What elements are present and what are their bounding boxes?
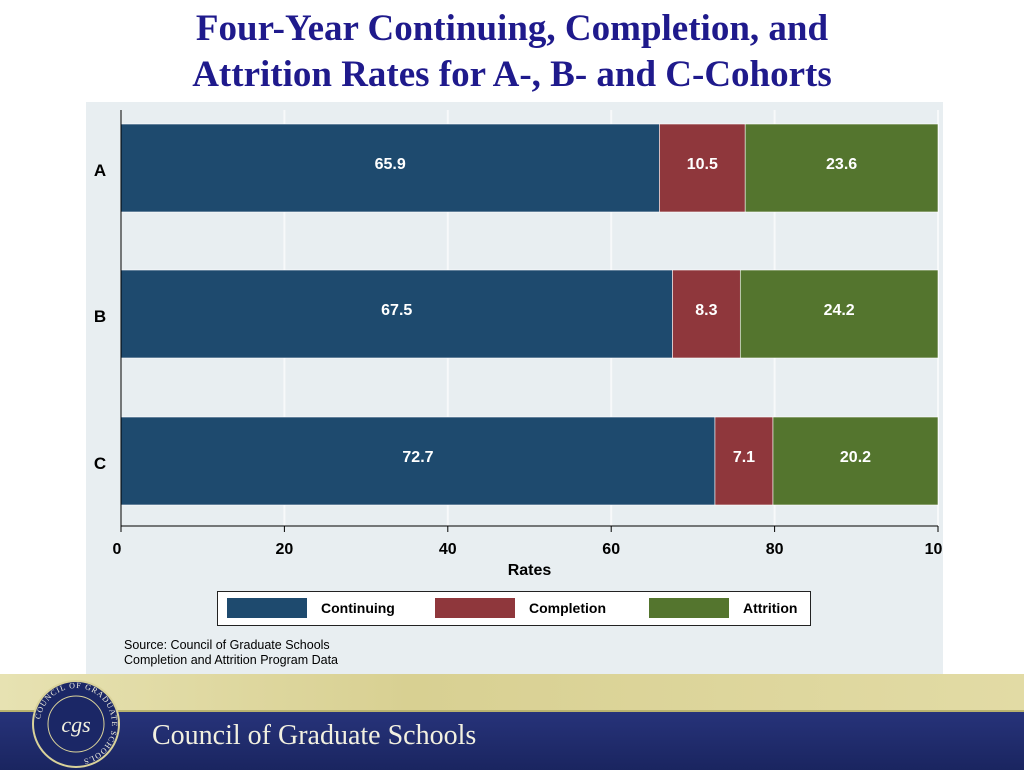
axes: A B C 0 20 40 60 80 100	[94, 110, 943, 558]
bars: 65.9 10.5 23.6 67.5 8.3 24.2 72.7 7.1 20.2	[120, 123, 939, 506]
source-line-2: Completion and Attrition Program Data	[124, 653, 338, 667]
x-tick-label-100: 100	[925, 541, 943, 558]
legend-label-continuing: Continuing	[321, 600, 395, 616]
slide-title-line-2: Attrition Rates for A-, B- and C-Cohorts	[192, 54, 832, 95]
bar-A-attrition	[744, 123, 939, 213]
source-note: Source: Council of Graduate Schools Comp…	[124, 638, 338, 668]
category-label-C: C	[94, 454, 106, 473]
bar-label-A-attrition: 23.6	[826, 156, 857, 173]
x-tick-label-40: 40	[439, 541, 457, 558]
stacked-bar-chart: 65.9 10.5 23.6 67.5 8.3 24.2 72.7 7.1 20.2 A B C 0 2…	[94, 110, 943, 579]
bar-label-B-continuing: 67.5	[381, 302, 412, 319]
source-line-1: Source: Council of Graduate Schools	[124, 638, 330, 652]
x-axis-title: Rates	[508, 562, 552, 579]
cgs-seal-logo: COUNCIL OF GRADUATE SCHOOLS cgs	[32, 680, 120, 768]
slide-title-line-1: Four-Year Continuing, Completion, and	[195, 8, 829, 49]
bar-label-C-attrition: 20.2	[840, 449, 871, 466]
legend-swatch-continuing	[227, 598, 307, 618]
footer-gold-band	[0, 674, 1024, 710]
bar-label-B-completion: 8.3	[695, 302, 717, 319]
slide-title: Four-Year Continuing, Completion, and At…	[0, 6, 1024, 98]
legend-label-completion: Completion	[529, 600, 606, 616]
footer-org-name: Council of Graduate Schools	[152, 720, 477, 751]
bar-label-C-completion: 7.1	[733, 449, 755, 466]
x-tick-label-60: 60	[602, 541, 620, 558]
x-tick-label-20: 20	[276, 541, 294, 558]
bar-A-continuing	[120, 123, 660, 213]
bar-C-continuing	[120, 416, 716, 506]
bar-B-completion	[672, 269, 741, 359]
legend-swatch-attrition	[649, 598, 729, 618]
category-label-A: A	[94, 161, 106, 180]
bar-C-attrition	[772, 416, 939, 506]
seal-monogram: cgs	[61, 712, 90, 737]
footer-navy-band	[0, 710, 1024, 770]
x-tick-label-80: 80	[766, 541, 784, 558]
legend-swatch-completion	[435, 598, 515, 618]
x-tick-label-0: 0	[113, 541, 122, 558]
bar-label-A-completion: 10.5	[687, 156, 718, 173]
bar-label-B-attrition: 24.2	[824, 302, 855, 319]
bar-A-completion	[659, 123, 746, 213]
bar-B-continuing	[120, 269, 673, 359]
chart-panel: 65.9 10.5 23.6 67.5 8.3 24.2 72.7 7.1 20.2 A B C 0 2…	[86, 102, 943, 674]
legend: Continuing Completion Attrition	[217, 591, 811, 626]
legend-label-attrition: Attrition	[743, 600, 798, 616]
bar-label-A-continuing: 65.9	[375, 156, 406, 173]
category-label-B: B	[94, 307, 106, 326]
bar-B-attrition	[739, 269, 939, 359]
bar-label-C-continuing: 72.7	[402, 449, 433, 466]
